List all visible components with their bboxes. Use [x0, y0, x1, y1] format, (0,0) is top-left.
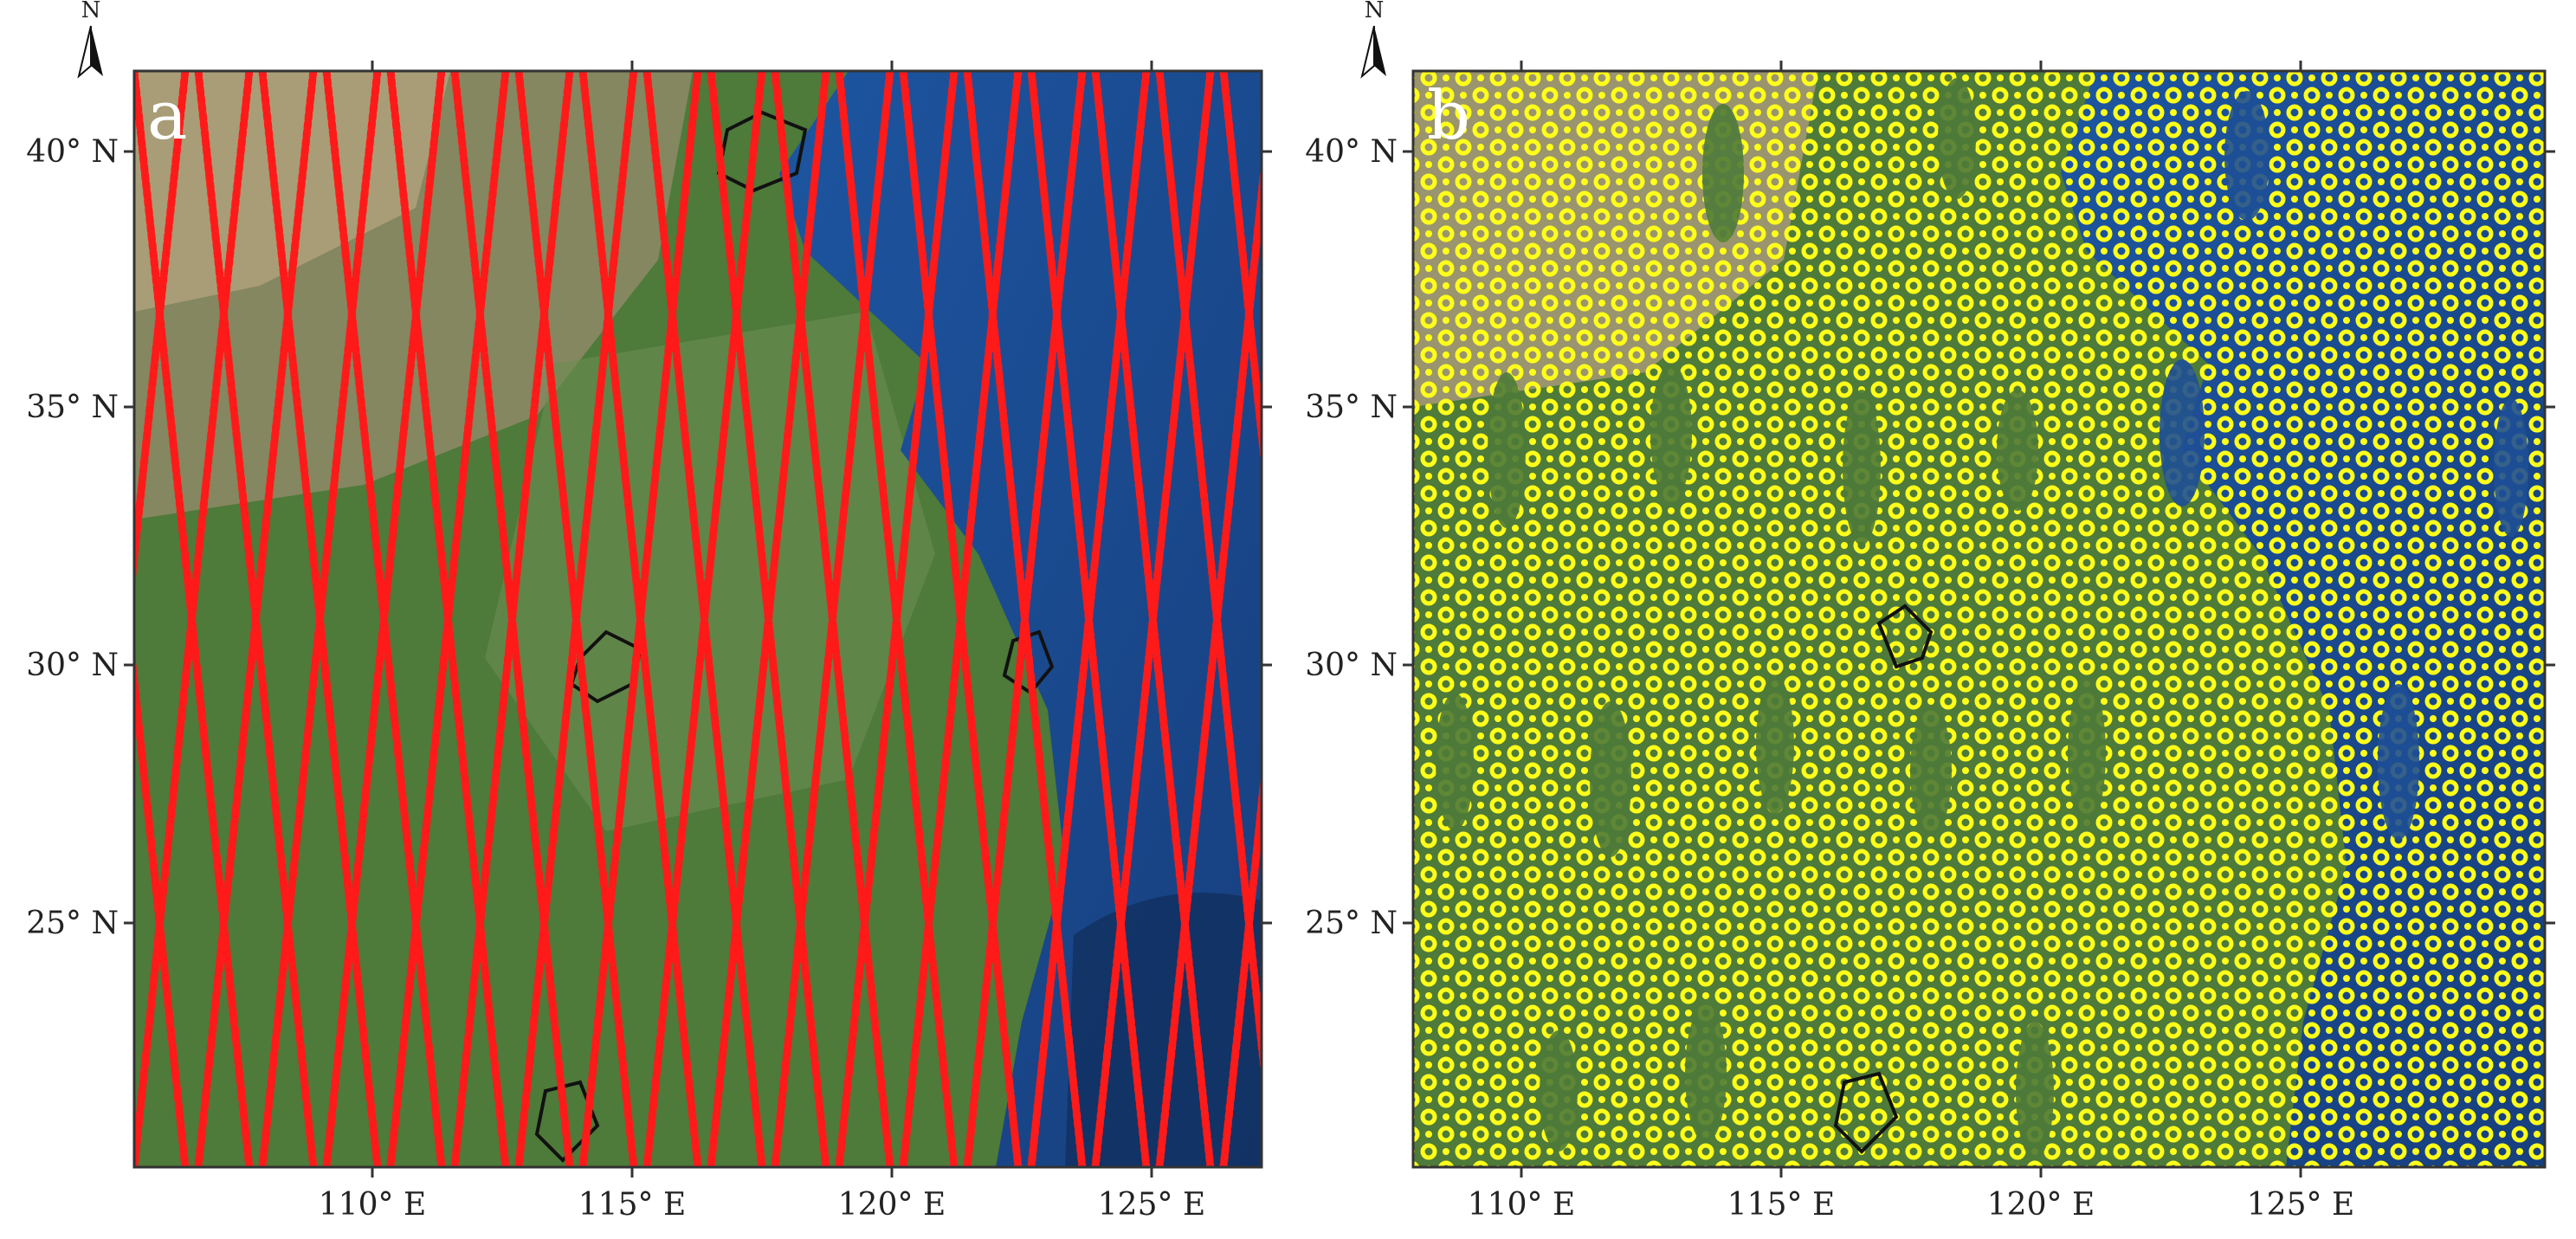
- satellite-track: [835, 71, 959, 1167]
- north-label: N: [81, 0, 101, 23]
- satellite-track: [450, 71, 574, 1167]
- coverage-gap: [1843, 390, 1881, 545]
- y-tick-label: 25° N: [26, 906, 119, 941]
- coverage-gap: [1650, 364, 1692, 502]
- coverage-gap: [1685, 1004, 1727, 1143]
- coverage-gap: [2160, 359, 2205, 507]
- north-arrow-icon: N: [77, 0, 103, 79]
- coverage-gap: [1702, 104, 1744, 242]
- x-tick-label: 110° E: [319, 1187, 426, 1223]
- satellite-track: [642, 71, 766, 1167]
- coverage-gap: [2378, 684, 2419, 840]
- boundary-outline-south: [1833, 1071, 1899, 1154]
- panel-a-frame: [132, 69, 1263, 1169]
- satellite-track: [0, 71, 57, 1167]
- coverage-gap: [1436, 693, 1474, 831]
- coverage-gap: [1756, 675, 1794, 814]
- x-tick-label: 115° E: [578, 1187, 686, 1223]
- satellite-track: [707, 71, 830, 1167]
- coverage-gap: [1590, 701, 1631, 857]
- y-tick-label: 35° N: [26, 390, 119, 425]
- satellite-track: [963, 71, 1087, 1167]
- y-tick-label: 30° N: [1305, 648, 1398, 683]
- panel-b-label: b: [1427, 77, 1470, 155]
- satellite-track: [6, 71, 121, 1167]
- coverage-gap: [1938, 78, 1976, 199]
- satellite-track: [386, 71, 510, 1167]
- boundary-outline-central: [1876, 603, 1934, 669]
- y-tick-label: 40° N: [26, 134, 119, 170]
- satellite-track: [1288, 71, 1403, 1167]
- x-tick-label: 110° E: [1468, 1187, 1575, 1223]
- y-tick-label: 30° N: [26, 648, 119, 683]
- y-tick-label: 25° N: [1305, 906, 1398, 941]
- panel-b-axes: 110° E 115° E 120° E 125° E 40° N 35° N 30° N 2…: [1305, 61, 2555, 1223]
- satellite-track: [899, 71, 1023, 1167]
- x-tick-label: 115° E: [1727, 1187, 1835, 1223]
- coverage-gap: [1997, 390, 2038, 511]
- coverage-gap: [1910, 706, 1952, 836]
- north-label: N: [1365, 0, 1385, 23]
- coverage-gap: [1488, 372, 1526, 528]
- north-arrow-icon: N: [1360, 0, 1386, 79]
- satellite-track: [1288, 71, 1403, 1167]
- satellite-tracks-a: [0, 71, 1403, 1167]
- coverage-gap: [2068, 680, 2106, 827]
- satellite-track: [514, 71, 638, 1167]
- boundary-outline-south: [534, 1080, 600, 1163]
- panel-a-axes: 110° E 115° E 120° E 125° E 40° N 35° N 30° N 2…: [26, 61, 1272, 1223]
- satellite-track: [1155, 157, 1262, 1167]
- footprint-grid-b: [1413, 71, 2545, 1167]
- x-tick-label: 120° E: [1987, 1187, 2095, 1223]
- coverage-gap: [2494, 398, 2528, 537]
- panel-b-basemap: [1413, 71, 2545, 1167]
- satellite-track: [578, 71, 702, 1167]
- x-tick-label: 125° E: [1098, 1187, 1205, 1223]
- x-tick-label: 120° E: [838, 1187, 946, 1223]
- y-tick-label: 35° N: [1305, 390, 1398, 425]
- panel-a-label: a: [147, 77, 188, 155]
- satellite-track: [134, 71, 254, 1167]
- panel-b: 110° E 115° E 120° E 125° E 40° N 35° N 30° N 2…: [1305, 0, 2555, 1223]
- satellite-track: [194, 71, 318, 1167]
- x-tick-label: 125° E: [2247, 1187, 2354, 1223]
- satellite-track: [322, 71, 446, 1167]
- panel-a: 110° E 115° E 120° E 125° E 40° N 35° N 30° N 2…: [0, 0, 1403, 1223]
- coverage-gap: [2224, 91, 2269, 221]
- satellite-track: [1219, 71, 1262, 472]
- coverage-gap: [1540, 1030, 1578, 1152]
- panel-b-frame: [1411, 69, 2547, 1169]
- satellite-track: [1027, 71, 1151, 1167]
- satellite-track: [0, 71, 57, 1167]
- boundary-outline-coast: [1002, 629, 1055, 695]
- satellite-track: [6, 71, 121, 1167]
- coverage-gaps-b: [1436, 78, 2528, 1160]
- coverage-gap: [2016, 1022, 2054, 1160]
- satellite-track: [1091, 71, 1215, 1167]
- satellite-track: [1219, 766, 1262, 1167]
- y-tick-label: 40° N: [1305, 134, 1398, 170]
- satellite-track: [134, 643, 190, 1167]
- satellite-track: [134, 71, 190, 595]
- satellite-track: [258, 71, 382, 1167]
- satellite-track: [771, 71, 894, 1167]
- ocean-area: [779, 71, 1262, 1167]
- panel-a-basemap: [0, 71, 1403, 1167]
